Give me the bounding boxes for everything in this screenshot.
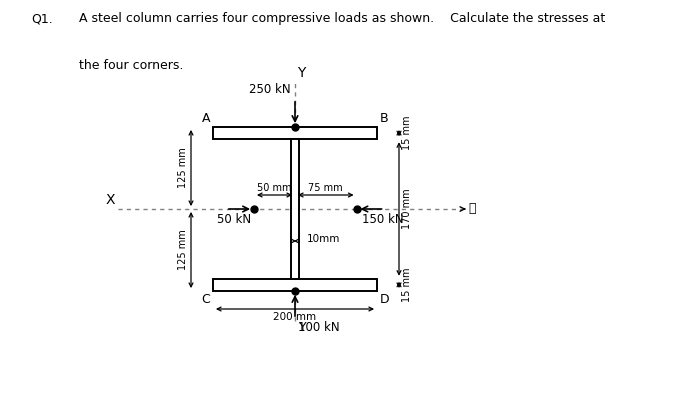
Text: 50 kN: 50 kN (217, 213, 251, 226)
Text: 15 mm: 15 mm (402, 267, 412, 302)
Text: B: B (380, 112, 389, 125)
Text: X: X (105, 193, 115, 207)
Text: 100 kN: 100 kN (298, 321, 340, 334)
Text: 15 mm: 15 mm (402, 116, 412, 150)
Text: 150 kN: 150 kN (363, 213, 404, 226)
Text: the four corners.: the four corners. (79, 59, 184, 72)
Text: Q1.: Q1. (31, 12, 53, 25)
Text: A steel column carries four compressive loads as shown.    Calculate the stresse: A steel column carries four compressive … (79, 12, 605, 25)
Text: 170 mm: 170 mm (402, 189, 412, 229)
Text: 125 mm: 125 mm (178, 229, 188, 270)
Bar (291, 139, 299, 279)
Text: 200 mm: 200 mm (273, 312, 316, 322)
Text: 250 kN: 250 kN (249, 83, 291, 96)
Text: 〉: 〉 (468, 202, 475, 215)
Text: 10mm: 10mm (307, 234, 341, 244)
Text: D: D (380, 293, 389, 306)
Bar (213, 127, 377, 139)
Text: A: A (202, 112, 210, 125)
Text: 125 mm: 125 mm (178, 147, 188, 188)
Text: C: C (202, 293, 210, 306)
Text: 75 mm: 75 mm (308, 183, 343, 193)
Bar (213, 279, 377, 291)
Text: Y: Y (297, 66, 305, 80)
Text: Y: Y (299, 321, 307, 334)
Text: 50 mm: 50 mm (257, 183, 292, 193)
